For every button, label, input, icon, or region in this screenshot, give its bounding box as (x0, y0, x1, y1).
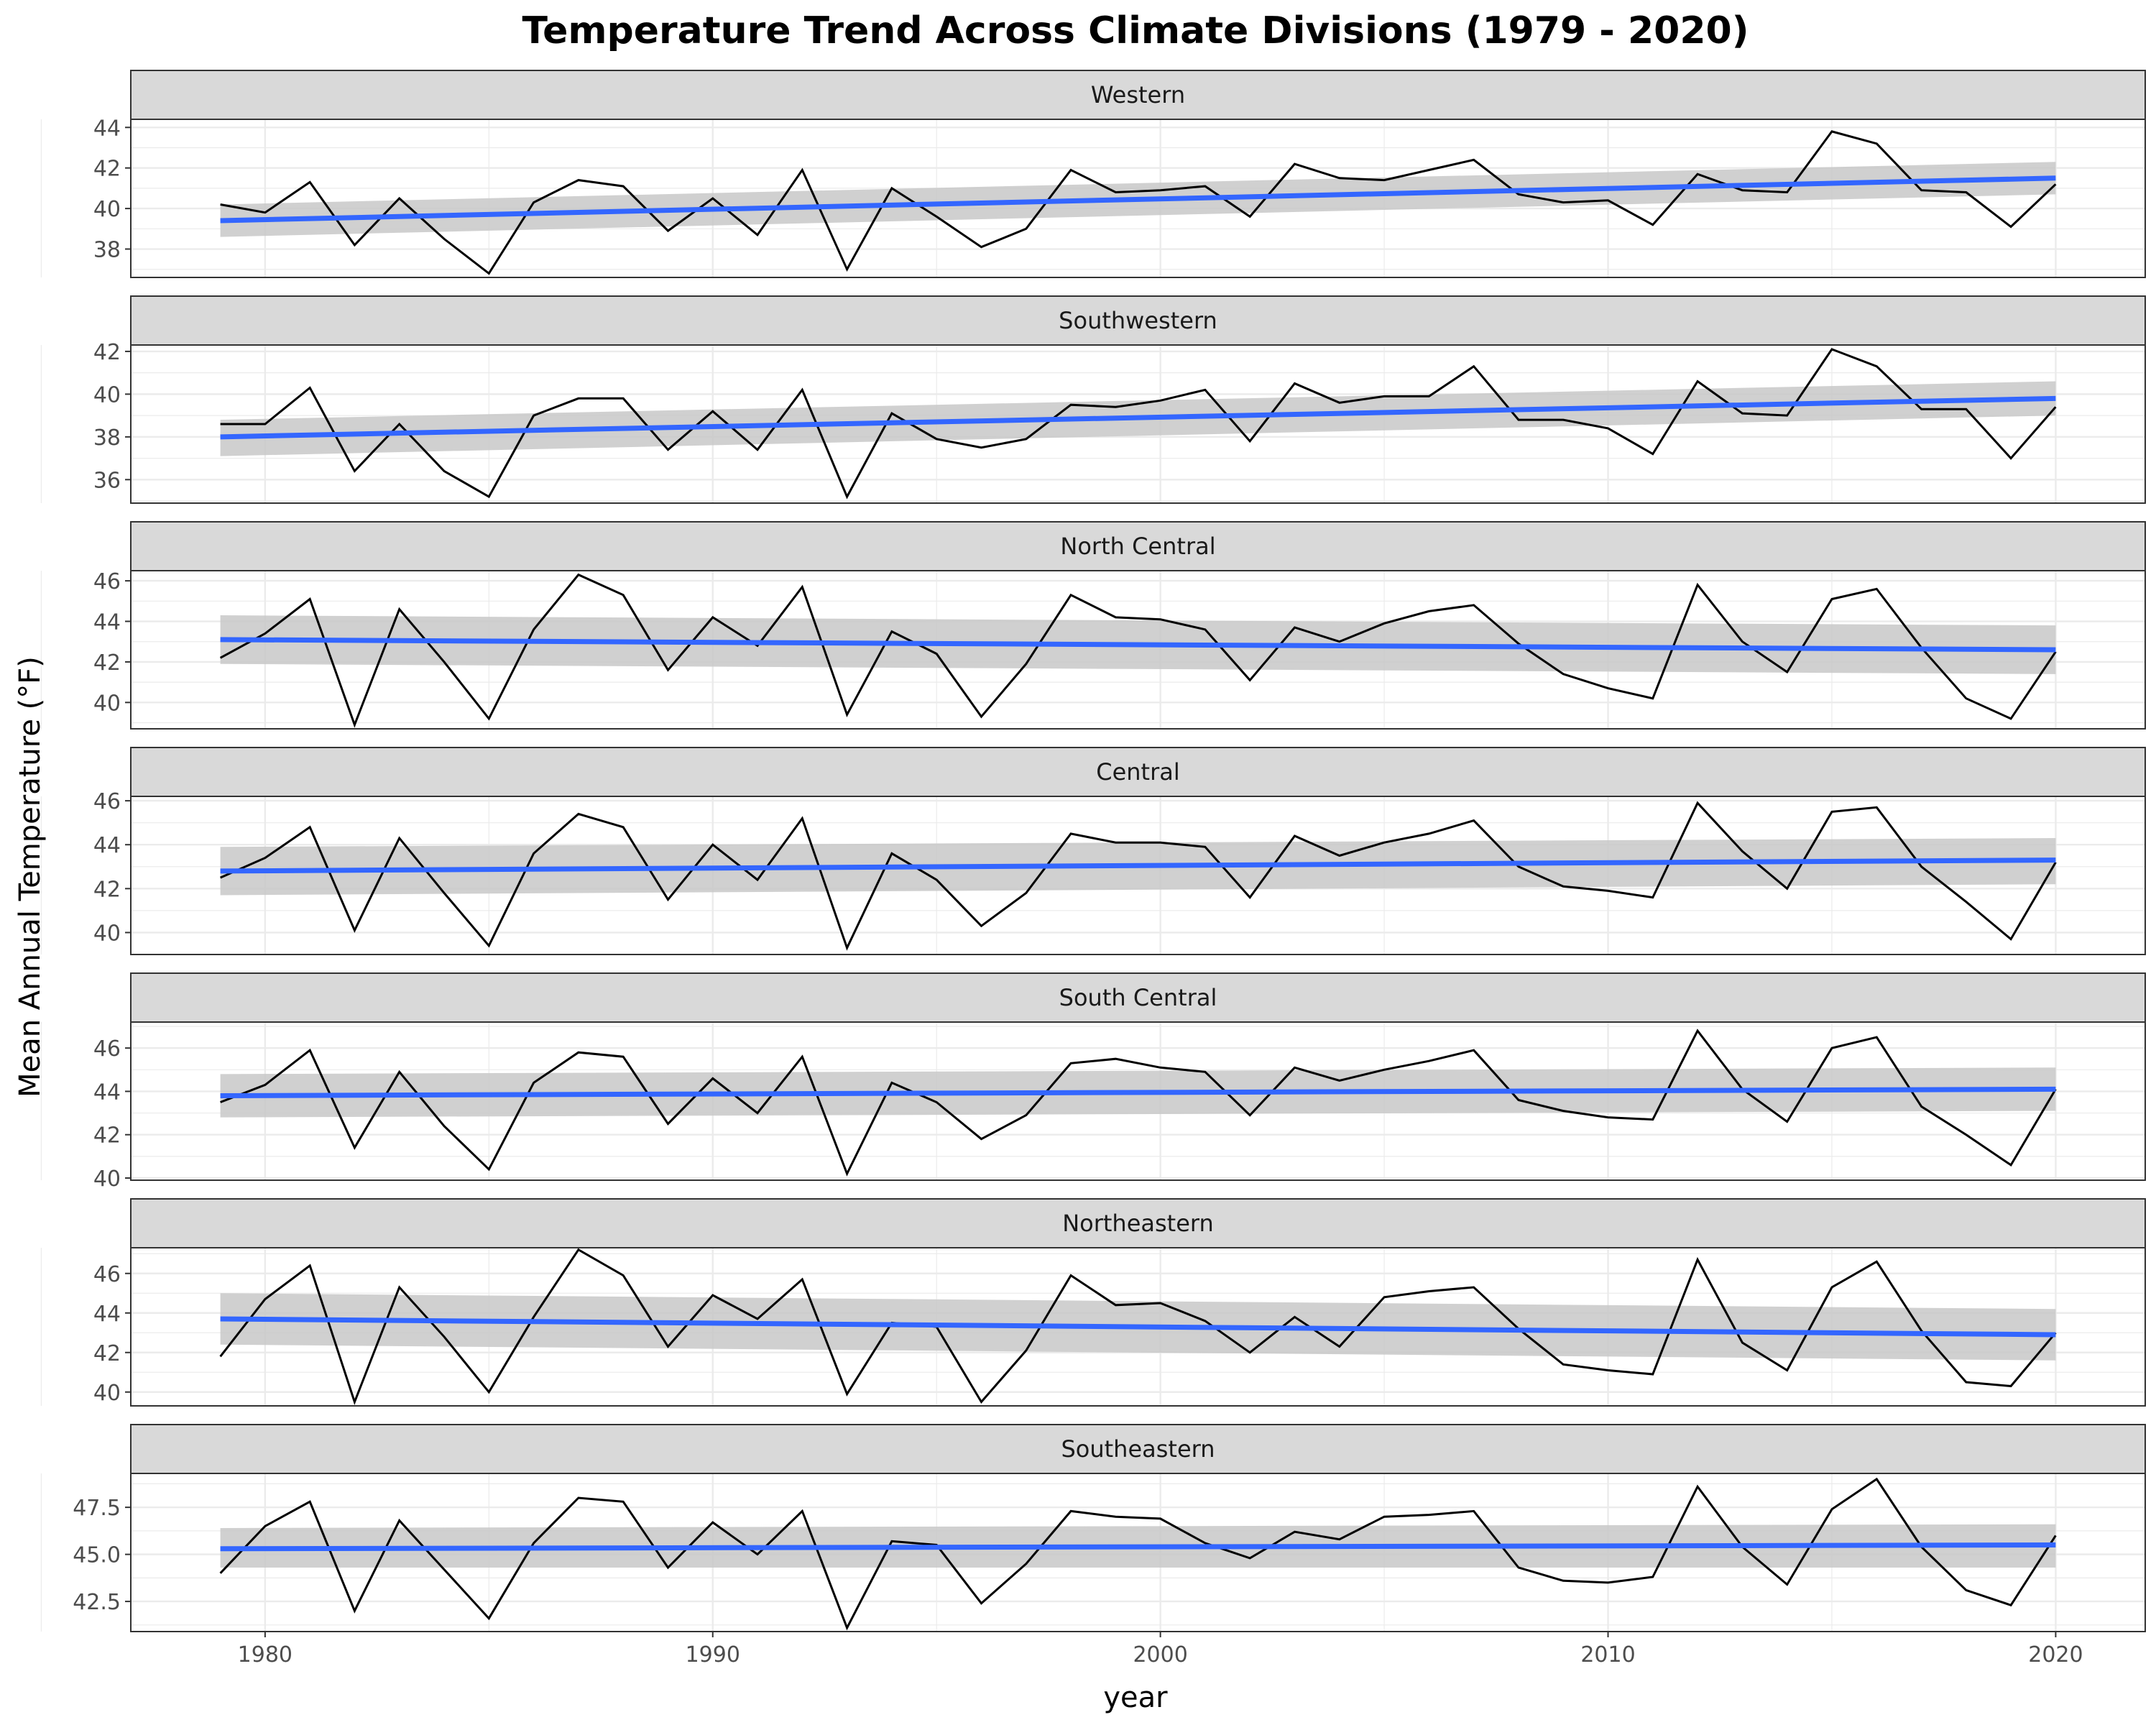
y-tick-label: 42 (93, 1341, 121, 1366)
trend-line (220, 637, 2056, 653)
panel-data (219, 1477, 2057, 1631)
y-tick-label: 46 (93, 789, 121, 814)
series-line (220, 1029, 2057, 1177)
y-tick-label: 44 (93, 833, 121, 858)
y-tick-label: 40 (93, 1167, 121, 1192)
panel-western: Western 38 40 42 44 (40, 70, 2146, 278)
y-tick-label: 42.5 (73, 1590, 121, 1615)
panel-south-central: South Central 40 42 44 46 (40, 972, 2146, 1192)
y-tick-label: 45.0 (73, 1543, 121, 1568)
panel-northeastern: Northeastern 40 42 44 46 (40, 1198, 2146, 1407)
series-line (219, 1248, 2057, 1405)
y-tick-label: 47.5 (73, 1496, 121, 1521)
panel-strip-label: North Central (1060, 533, 1215, 560)
x-tick-label: 2010 (1580, 1642, 1635, 1668)
y-tick-label: 42 (93, 877, 121, 902)
panel-strip-label: Western (1091, 81, 1185, 109)
y-tick-label: 44 (93, 610, 121, 635)
y-tick-label: 40 (93, 197, 121, 222)
panel-north-central: North Central 40 42 44 46 (40, 521, 2146, 730)
panel-data (220, 348, 2057, 500)
panel-border (130, 119, 2146, 278)
y-tick-label: 44 (93, 1080, 121, 1105)
x-tick-label: 1990 (686, 1642, 740, 1668)
panel-data (220, 1029, 2057, 1177)
panel-strip-label: Central (1096, 758, 1180, 786)
panel-strip-label: Southeastern (1061, 1435, 1215, 1463)
panel-data (219, 1248, 2057, 1405)
trend-line (220, 857, 2056, 874)
panel-southwestern: Southwestern 36 38 40 42 (40, 295, 2146, 504)
panel-border (130, 796, 2146, 955)
panel-strip (130, 521, 2146, 571)
x-axis: 1980 1990 2000 2010 2020 (238, 1632, 2083, 1668)
panel-strip (130, 972, 2146, 1023)
chart-title: Temperature Trend Across Climate Divisio… (522, 9, 1749, 52)
y-tick-label: 44 (93, 116, 121, 141)
trend-line (220, 395, 2056, 440)
panel-data (220, 130, 2057, 275)
y-tick-label: 44 (93, 1302, 121, 1327)
trend-line (220, 1542, 2056, 1552)
y-tick-label: 40 (93, 382, 121, 408)
y-tick-label: 40 (93, 691, 121, 716)
y-tick-label: 40 (93, 921, 121, 946)
panel-border (130, 1473, 2146, 1632)
panels-group: Western38404244Southwestern36384042North… (40, 70, 2146, 1632)
trend-line (220, 1316, 2056, 1338)
x-tick-label: 2000 (1133, 1642, 1187, 1668)
panel-strip-label: Southwestern (1059, 307, 1217, 334)
panel-central: Central 40 42 44 46 (40, 747, 2146, 955)
y-tick-label: 42 (93, 650, 121, 676)
series-line (219, 1477, 2057, 1631)
y-axis-title: Mean Annual Temperature (°F) (14, 656, 47, 1098)
panel-border (130, 1021, 2146, 1181)
panel-southeastern: Southeastern 42.5 45.0 47.5 (40, 1424, 2146, 1632)
panel-strip (130, 70, 2146, 120)
y-tick-label: 42 (93, 1123, 121, 1149)
y-tick-label: 36 (93, 468, 121, 493)
y-tick-label: 40 (93, 1381, 121, 1406)
panel-strip-label: South Central (1059, 984, 1217, 1011)
y-tick-label: 46 (93, 1262, 121, 1287)
panel-data (219, 573, 2057, 728)
panel-border (130, 1247, 2146, 1407)
y-tick-label: 38 (93, 238, 121, 263)
panel-border (130, 570, 2146, 730)
trend-line (220, 1086, 2056, 1098)
panel-data (219, 801, 2057, 951)
y-tick-label: 42 (93, 340, 121, 365)
panel-border (130, 344, 2146, 504)
x-axis-title: year (1103, 1681, 1168, 1714)
trend-line (220, 175, 2056, 224)
y-tick-label: 46 (93, 569, 121, 594)
panel-strip (130, 747, 2146, 797)
panel-strip-label: Northeastern (1062, 1210, 1214, 1237)
panel-strip (130, 1424, 2146, 1474)
y-tick-label: 42 (93, 157, 121, 182)
x-tick-label: 2020 (2028, 1642, 2083, 1668)
x-tick-label: 1980 (238, 1642, 292, 1668)
y-tick-label: 46 (93, 1036, 121, 1062)
panel-strip (130, 1198, 2146, 1248)
y-tick-label: 38 (93, 426, 121, 451)
